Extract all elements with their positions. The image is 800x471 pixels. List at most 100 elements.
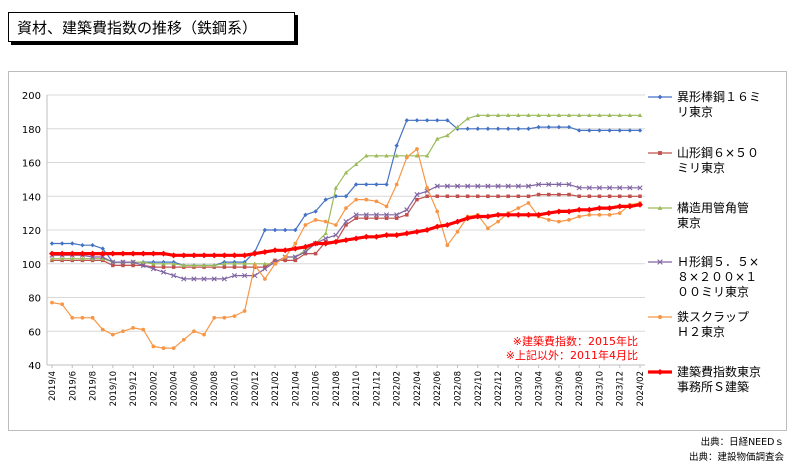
data-point [354,216,358,220]
data-point [383,212,390,218]
data-point [181,276,187,282]
data-point [364,153,369,158]
data-point [476,194,480,199]
data-point [80,256,85,261]
data-point [160,250,167,257]
data-point [516,113,521,118]
data-point [241,252,248,259]
data-point [293,227,298,233]
data-point [606,205,613,212]
data-point [566,113,572,118]
data-point [353,212,359,218]
data-point [140,262,146,269]
data-point [485,183,491,189]
data-point [617,128,622,133]
data-point [303,251,308,256]
x-tick-label: 2020/02 [149,371,159,406]
data-point [273,261,277,266]
data-point [160,269,167,275]
data-point [242,272,248,279]
data-point [374,182,379,187]
data-point [49,241,55,246]
data-point [475,183,481,189]
data-point [384,153,389,158]
data-point [202,332,206,337]
data-point [637,113,643,118]
series-line [52,183,640,280]
series-line [52,194,640,268]
data-point [454,183,461,189]
data-point [353,161,359,166]
y-tick-label: 80 [28,294,41,305]
source-kensetsu: 出典：建設物価調査会 [688,452,784,463]
data-point [354,197,359,202]
data-point [201,263,207,268]
data-point [171,265,176,269]
data-point [242,261,247,266]
data-point [333,232,339,238]
data-point [556,124,562,130]
data-point [586,185,592,191]
data-point [192,329,196,334]
data-point [606,185,613,191]
data-point [425,194,429,199]
data-point [384,204,389,209]
data-point [567,218,571,222]
data-point [516,194,521,199]
legend-label: Ｈ形鋼５．５×８×２００×１００ミリ東京 [677,255,759,299]
data-point [445,243,450,248]
data-point [120,259,126,265]
y-tick-label: 60 [28,327,41,338]
data-point [343,218,349,225]
data-point [121,263,125,268]
data-point [313,218,318,222]
data-point [435,194,440,199]
legend-label-line: ８×２００×１ [677,270,757,284]
data-point [424,118,430,123]
x-tick-label: 2019/12 [129,371,139,406]
data-point [587,194,592,199]
data-point [506,113,511,118]
data-point [191,276,197,282]
data-point [59,241,65,246]
data-point [363,212,369,218]
data-point [171,261,176,266]
data-point [141,327,146,332]
chart-title-box: 資材、建築費指数の推移（鉄鋼系） [8,12,295,42]
data-point [374,216,379,220]
data-point [231,252,238,259]
data-point [627,185,633,191]
data-point [597,212,602,217]
legend-label-line: 異形棒鋼１６ミ [677,90,761,104]
data-point [536,181,542,188]
data-point [486,194,490,199]
data-point [454,218,461,225]
data-point [617,194,622,199]
data-point [261,248,268,255]
data-point [505,183,511,189]
y-tick-label: 40 [28,361,41,372]
x-tick-label: 2022/02 [393,371,403,406]
data-point [384,216,389,220]
data-point [607,113,612,118]
data-point [445,194,450,199]
data-point [131,263,135,268]
data-point [70,241,75,246]
data-point [252,263,257,268]
data-point [312,240,319,247]
x-tick-label: 2023/08 [575,371,585,406]
data-point [638,194,642,199]
data-point [394,153,399,158]
data-point [627,113,633,118]
data-point [455,124,460,129]
x-tick-label: 2023/06 [555,371,565,406]
data-point [70,315,75,320]
data-point [637,128,643,133]
data-point [140,250,147,257]
y-tick-label: 140 [22,192,41,203]
legend-label: 異形棒鋼１６ミリ東京 [677,90,761,119]
data-point [576,206,583,213]
x-tick-label: 2022/06 [433,371,443,406]
x-tick-label: 2022/04 [413,371,423,406]
data-point [404,207,410,213]
